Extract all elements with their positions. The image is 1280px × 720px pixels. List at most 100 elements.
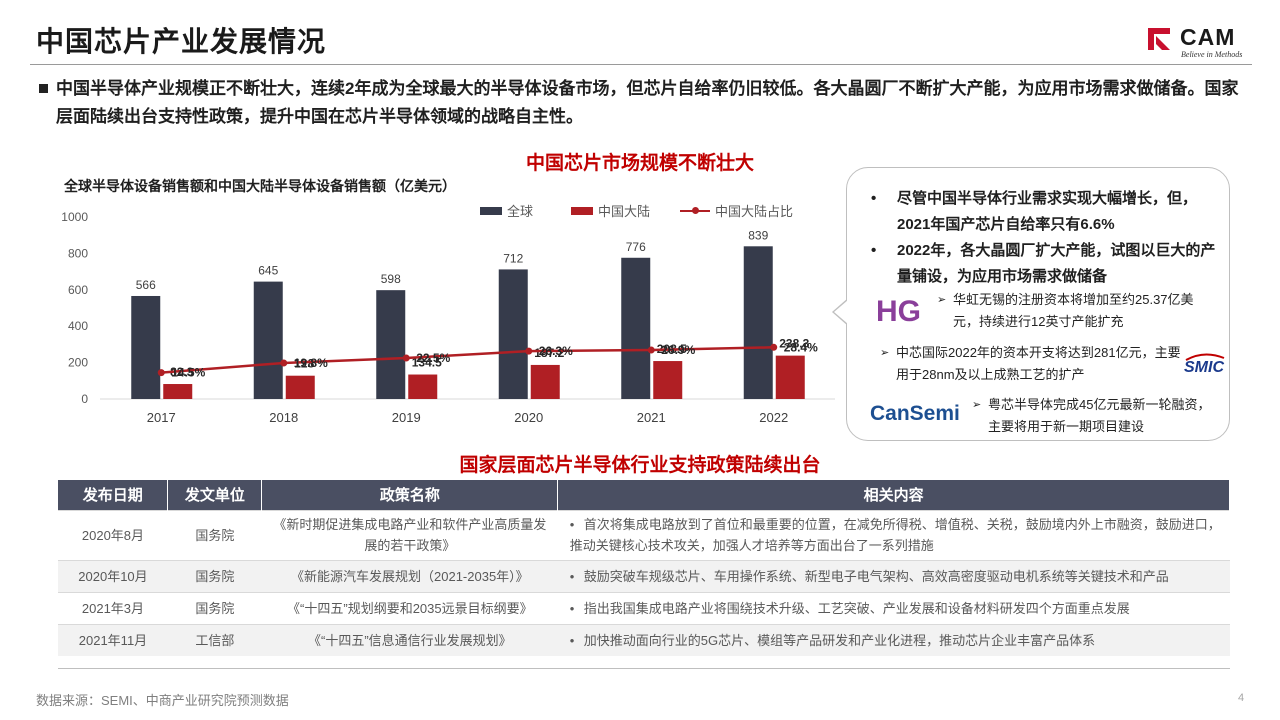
bubble-point-2: • 2022年，各大晶圆厂扩大产能，试图以巨大的产量铺设，为应用市场需求做储备 — [871, 238, 1217, 290]
bar-global — [376, 290, 406, 399]
bubble-item-smic: ➢ 中芯国际2022年的资本开支将达到281亿元，主要用于28nm及以上成熟工艺… — [880, 342, 1186, 386]
bullet-dot-icon: • — [569, 568, 575, 584]
cell-unit: 国务院 — [167, 559, 262, 592]
share-label: 28.4% — [784, 340, 818, 354]
cell-date: 2020年10月 — [58, 559, 168, 592]
cell-date: 2021年3月 — [58, 591, 168, 624]
table-row: 2021年3月 国务院 《“十四五”规划纲要和2035远景目标纲要》 • 指出我国… — [58, 591, 1230, 624]
x-tick-label: 2018 — [269, 410, 298, 425]
page-title: 中国芯片产业发展情况 — [36, 26, 327, 57]
bullet-dot-icon: • — [569, 517, 575, 532]
chart-legend: 全球 中国大陆 中国大陆占比 — [480, 201, 793, 220]
legend-label-global: 全球 — [507, 204, 534, 219]
cell-content: • 鼓励突破车规级芯片、车用操作系统、新型电子电气架构、高效高密度驱动电机系统等关… — [557, 559, 1230, 592]
policy-table: 发布日期 发文单位 政策名称 相关内容 2020年8月 国务院 《新时期促进集成… — [58, 480, 1230, 656]
cell-content-text: 鼓励突破车规级芯片、车用操作系统、新型电子电气架构、高效高密度驱动电机系统等关键… — [583, 568, 1169, 584]
table-row: 2020年8月 国务院 《新时期促进集成电路产业和软件产业高质量发展的若干政策》… — [58, 509, 1230, 560]
cell-content: • 加快推动面向行业的5G芯片、模组等产品研发和产业化进程，推动芯片企业丰富产品体… — [557, 623, 1230, 656]
column-header-unit: 发文单位 — [167, 480, 263, 510]
bar-label-global: 566 — [136, 278, 156, 292]
legend-swatch-global — [480, 206, 502, 215]
bubble-point-1: • 尽管中国半导体行业需求实现大幅增长，但，2021年国产芯片自给率只有6.6% — [871, 186, 1217, 238]
cell-content: • 首次将集成电路放到了首位和最重要的位置，在减免所得税、增值税、关税，鼓励境内外… — [557, 509, 1230, 560]
section-title-market: 中国芯片市场规模不断壮大 — [525, 153, 754, 174]
share-point — [647, 346, 655, 354]
y-tick-label: 200 — [68, 356, 88, 370]
cell-content-text: 指出我国集成电路产业将围绕技术升级、工艺突破、产业发展和设备材料研发四个方面重点… — [583, 600, 1130, 616]
table-row: 2020年10月 国务院 《新能源汽车发展规划（2021-2035年）》 • 鼓励… — [58, 559, 1230, 592]
cell-date: 2021年11月 — [58, 623, 168, 656]
bar-label-global: 712 — [503, 251, 523, 265]
x-tick-label: 2019 — [392, 410, 421, 425]
cell-content-text: 加快推动面向行业的5G芯片、模组等产品研发和产业化进程，推动芯片企业丰富产品体系 — [583, 632, 1096, 648]
bubble-point-2-text: 2022年，各大晶圆厂扩大产能，试图以巨大的产量铺设，为应用市场需求做储备 — [897, 242, 1216, 285]
cam-logo-mark-icon — [1146, 26, 1172, 52]
bar-china — [653, 361, 683, 399]
table-header-row: 发布日期 发文单位 政策名称 相关内容 — [58, 480, 1230, 510]
x-tick-label: 2017 — [147, 410, 176, 425]
share-label: 22.5% — [416, 351, 450, 365]
bar-china — [285, 375, 315, 399]
cansemi-logo: CanSemi — [870, 402, 960, 425]
x-tick-label: 2021 — [637, 410, 666, 425]
cell-policy-name: 《新能源汽车发展规划（2021-2035年）》 — [261, 559, 558, 592]
hg-logo: HG — [876, 295, 921, 326]
share-point — [770, 343, 778, 351]
bar-label-global: 839 — [748, 228, 768, 242]
arrow-bullet-icon: ➢ — [972, 399, 982, 411]
cell-policy-name: 《新时期促进集成电路产业和软件产业高质量发展的若干政策》 — [261, 509, 558, 560]
x-tick-label: 2020 — [514, 410, 543, 425]
table-bottom-rule — [58, 668, 1230, 669]
column-header-content: 相关内容 — [557, 480, 1230, 510]
x-tick-label: 2022 — [759, 410, 788, 425]
smic-logo-text: SMIC — [1184, 359, 1224, 376]
bubble-item-smic-text: 中芯国际2022年的资本开支将达到281亿元，主要用于28nm及以上成熟工艺的扩… — [896, 345, 1181, 382]
bar-label-china: 238.3 — [779, 337, 809, 351]
share-line — [161, 346, 774, 374]
bar-global — [131, 295, 161, 399]
cell-unit: 国务院 — [167, 509, 262, 560]
hg-logo-text: HG — [876, 295, 921, 326]
bullet-dot-icon: • — [569, 632, 575, 648]
legend-label-china: 中国大陆 — [598, 204, 651, 219]
smic-swoosh-icon — [1185, 353, 1225, 361]
logo-word: CAM — [1180, 24, 1236, 50]
logo-tagline: Believe in Methods — [1181, 50, 1243, 59]
column-header-name: 政策名称 — [261, 480, 559, 510]
bubble-item-huahong-text: 华虹无锡的注册资本将增加至约25.37亿美元，持续进行12英寸产能扩充 — [953, 292, 1194, 329]
bullet-dot-icon: • — [871, 190, 877, 207]
share-point — [525, 347, 533, 355]
bubble-item-huahong: ➢ 华虹无锡的注册资本将增加至约25.37亿美元，持续进行12英寸产能扩充 — [937, 289, 1219, 333]
legend-swatch-china — [571, 206, 594, 215]
bar-label-global: 776 — [626, 240, 646, 254]
data-source-note: 数据来源：SEMI、中商产业研究院预测数据 — [36, 693, 289, 708]
share-label: 26.9% — [661, 343, 695, 357]
share-label: 14.5% — [171, 366, 205, 380]
bar-label-china: 128 — [294, 357, 314, 371]
cell-content: • 指出我国集成电路产业将围绕技术升级、工艺突破、产业发展和设备材料研发四个方面重… — [557, 591, 1230, 624]
cell-unit: 国务院 — [167, 591, 262, 624]
bar-global — [743, 246, 773, 399]
bar-label-global: 645 — [258, 264, 278, 278]
bar-label-global: 598 — [381, 272, 401, 286]
bubble-item-cansemi-text: 粤芯半导体完成45亿元最新一轮融资，主要将用于新一期项目建设 — [988, 397, 1211, 434]
bar-global — [498, 269, 528, 399]
section-title-policy: 国家层面芯片半导体行业支持政策陆续出台 — [459, 455, 821, 476]
bar-global — [621, 257, 651, 399]
bar-label-china: 187.2 — [534, 346, 564, 360]
bubble-tail-inner — [834, 300, 848, 324]
arrow-bullet-icon: ➢ — [880, 347, 890, 359]
bar-china — [163, 384, 193, 399]
bar-china — [408, 374, 438, 399]
cell-policy-name: 《“十四五”规划纲要和2035远景目标纲要》 — [261, 591, 558, 624]
legend-label-share: 中国大陆占比 — [715, 204, 794, 219]
share-label: 26.3% — [539, 344, 573, 358]
square-bullet-icon — [39, 84, 48, 93]
y-tick-label: 0 — [81, 392, 88, 406]
y-tick-label: 600 — [68, 283, 88, 297]
bubble-point-1-text: 尽管中国半导体行业需求实现大幅增长，但，2021年国产芯片自给率只有6.6% — [897, 190, 1198, 233]
y-tick-label: 1000 — [61, 210, 88, 224]
legend-line-share-icon — [680, 206, 711, 214]
bar-china — [530, 364, 560, 399]
cam-logo: CAM Believe in Methods — [1146, 24, 1258, 59]
